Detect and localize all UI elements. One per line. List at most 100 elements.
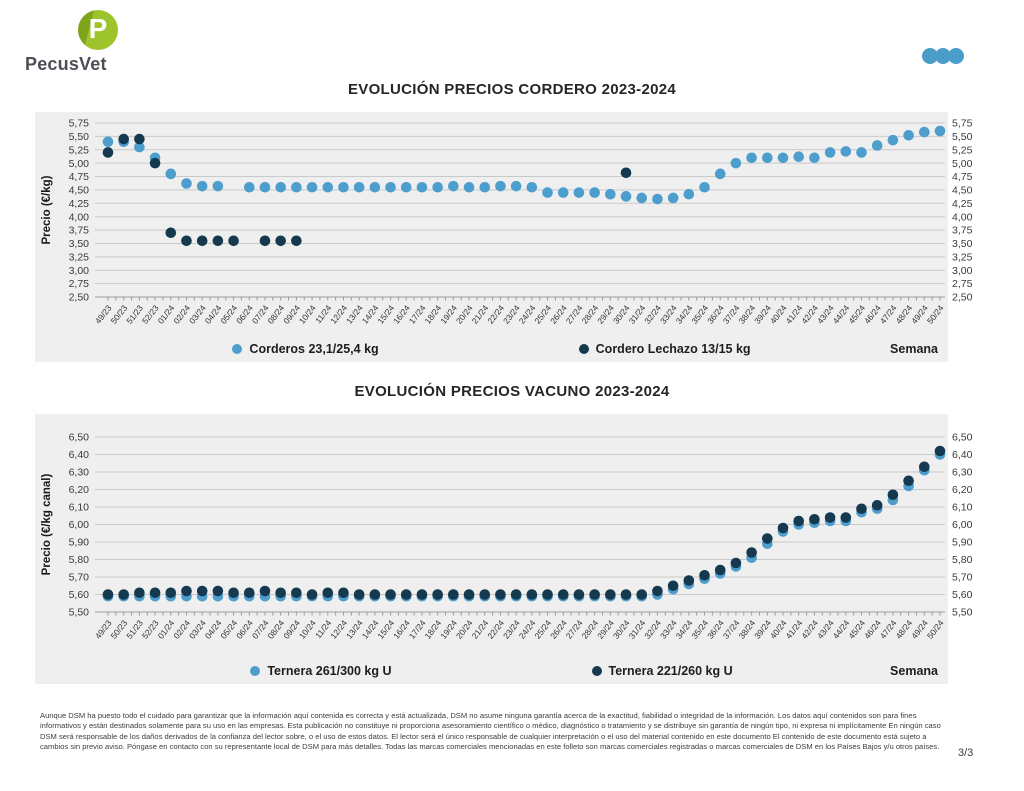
data-point	[746, 547, 757, 558]
data-point	[181, 178, 192, 189]
data-point	[714, 168, 726, 180]
data-point	[589, 589, 600, 600]
data-point	[400, 181, 412, 193]
data-point	[181, 235, 192, 247]
y-tick-label-left: 5,25	[69, 144, 90, 156]
data-point	[903, 475, 914, 487]
data-point	[291, 587, 302, 599]
legend-label: Ternera 221/260 kg U	[608, 664, 733, 678]
data-point	[589, 187, 600, 198]
data-point	[871, 499, 883, 511]
data-point	[416, 181, 428, 193]
data-point	[730, 157, 742, 169]
y-tick-label-right: 5,75	[952, 118, 973, 130]
data-point	[432, 589, 443, 600]
y-tick-label-left: 6,00	[69, 519, 90, 531]
y-tick-label-left: 6,10	[69, 502, 90, 514]
data-point	[134, 141, 145, 153]
data-point	[118, 589, 129, 600]
three-dots-icon	[922, 48, 964, 64]
y-tick-label-left: 3,50	[69, 238, 90, 250]
data-point	[934, 445, 946, 457]
data-point	[856, 147, 867, 158]
y-tick-label-right: 5,50	[952, 131, 973, 143]
data-point	[636, 589, 648, 600]
data-point	[149, 587, 161, 599]
data-point	[353, 589, 365, 600]
legend-item: Ternera 261/300 kg U	[250, 664, 392, 678]
series-dot-icon	[250, 666, 261, 676]
dot-icon	[948, 48, 964, 64]
data-point	[777, 152, 789, 164]
dot-icon	[922, 48, 938, 64]
data-point	[809, 513, 820, 525]
cordero-chart-legend: Corderos 23,1/25,4 kg Cordero Lechazo 13…	[35, 342, 948, 356]
y-tick-label-right: 3,25	[952, 251, 973, 263]
data-point	[683, 188, 695, 200]
cordero-chart-panel: 2,50 2,50 2,75 2,75 3,00 3,00 3,25 3,25 3,50 3,50…	[35, 112, 990, 362]
y-tick-label-right: 6,50	[952, 432, 973, 444]
series-dot-icon	[578, 344, 589, 354]
data-point	[620, 167, 632, 179]
data-point	[369, 181, 381, 193]
y-tick-label-right: 2,75	[952, 278, 973, 290]
data-point	[385, 589, 396, 600]
data-point	[934, 125, 946, 137]
logo-text: PecusVet	[25, 54, 107, 74]
data-point	[118, 133, 129, 145]
chart-background	[35, 414, 948, 684]
data-point	[259, 181, 271, 193]
data-point	[322, 181, 334, 193]
y-tick-label-left: 5,50	[69, 131, 90, 143]
y-tick-label-right: 6,10	[952, 502, 973, 514]
data-point	[840, 146, 852, 157]
series-dot-icon	[591, 666, 602, 676]
data-point	[510, 589, 522, 600]
data-point	[636, 192, 648, 204]
data-point	[463, 589, 475, 600]
y-tick-label-left: 5,80	[69, 554, 90, 566]
y-tick-label-right: 5,70	[952, 572, 973, 584]
data-point	[165, 168, 177, 180]
data-point	[196, 180, 208, 192]
data-point	[526, 589, 538, 600]
page-number: 3/3	[958, 747, 974, 759]
data-point	[102, 136, 114, 148]
y-tick-label-right: 5,80	[952, 554, 973, 566]
data-point	[620, 589, 632, 600]
legend-label: Corderos 23,1/25,4 kg	[249, 342, 379, 356]
y-tick-label-left: 4,75	[69, 171, 90, 183]
data-point	[824, 512, 836, 523]
data-point	[824, 147, 836, 158]
x-axis-title: Semana	[890, 664, 938, 678]
y-tick-label-left: 5,70	[69, 572, 90, 584]
data-point	[667, 192, 679, 204]
y-tick-label-left: 2,50	[69, 292, 90, 304]
data-point	[149, 157, 161, 169]
data-point	[181, 585, 192, 597]
data-point	[683, 575, 695, 586]
x-tick-label: 10/24	[297, 303, 318, 326]
data-point	[479, 589, 491, 600]
vacuno-chart-title: EVOLUCIÓN PRECIOS VACUNO 2023-2024	[354, 383, 670, 400]
data-point	[919, 461, 930, 473]
data-point	[275, 587, 286, 599]
legend-label: Ternera 261/300 kg U	[267, 664, 392, 678]
data-point	[275, 181, 286, 193]
data-point	[322, 587, 334, 599]
data-point	[856, 503, 867, 515]
data-point	[243, 181, 255, 193]
cordero-chart-title: EVOLUCIÓN PRECIOS CORDERO 2023-2024	[347, 81, 677, 98]
data-point	[416, 589, 428, 600]
y-tick-label-right: 3,00	[952, 265, 973, 277]
data-point	[306, 589, 318, 600]
y-tick-label-left: 5,90	[69, 537, 90, 549]
data-point	[573, 589, 585, 600]
data-point	[903, 130, 914, 141]
y-tick-label-right: 5,00	[952, 158, 973, 170]
data-point	[243, 587, 255, 599]
x-tick-label: 10/24	[297, 618, 318, 641]
data-point	[338, 181, 349, 193]
data-point	[165, 227, 177, 239]
y-tick-label-right: 4,25	[952, 198, 973, 210]
